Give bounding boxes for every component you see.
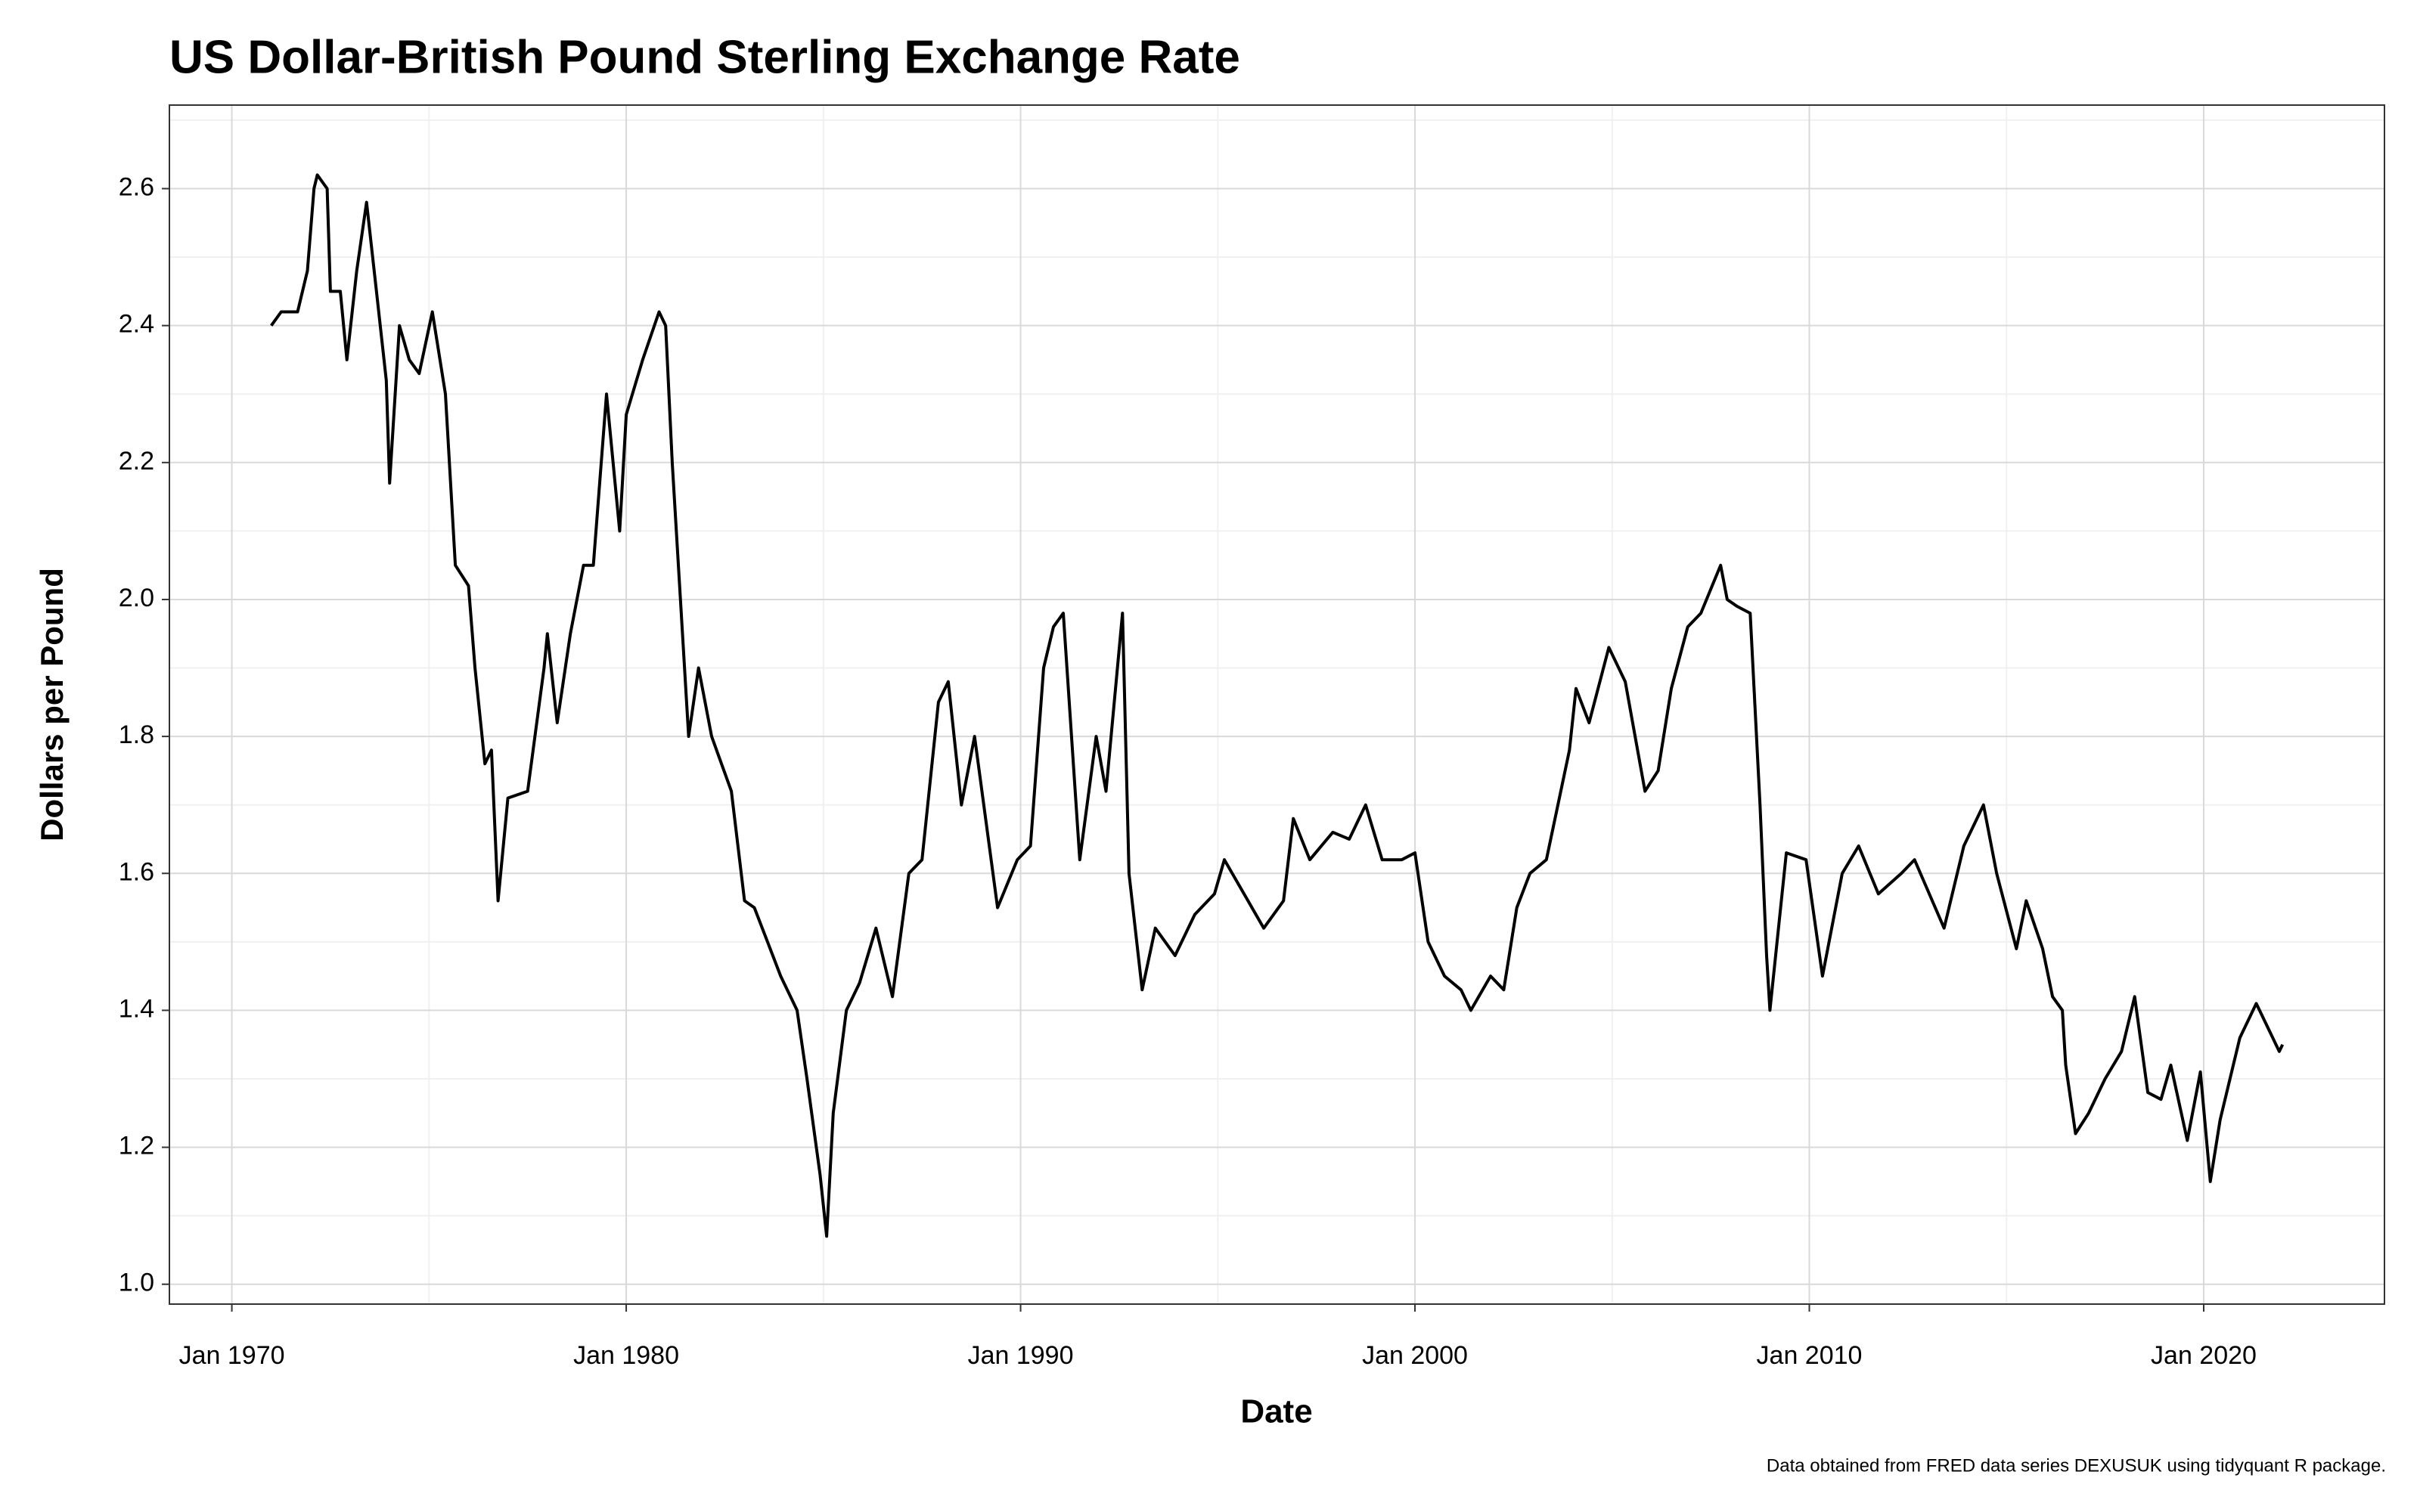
y-tick-label: 1.8 [119,720,154,749]
y-tick-label: 1.2 [119,1132,154,1160]
x-tick-label: Jan 1990 [968,1341,1074,1370]
x-axis-title: Date [1240,1393,1312,1430]
panel-border [169,104,2385,1305]
y-tick-label: 2.2 [119,447,154,476]
line [270,173,2285,1238]
y-tick-label: 2.4 [119,310,154,339]
y-tick-label: 2.6 [119,172,154,201]
chart-title: US Dollar-British Pound Sterling Exchang… [169,31,1240,83]
y-tick-label: 1.6 [119,857,154,886]
caption: Data obtained from FRED data series DEXU… [1767,1455,2386,1476]
y-tick-label: 2.0 [119,584,154,612]
x-tick-label: Jan 2010 [1757,1341,1863,1370]
x-tick-label: Jan 1980 [573,1341,679,1370]
y-axis-title: Dollars per Pound [34,568,70,841]
x-tick-label: Jan 1970 [179,1341,285,1370]
x-tick-label: Jan 2000 [1362,1341,1468,1370]
y-tick-label: 1.4 [119,994,154,1023]
y-tick-label: 1.0 [119,1269,154,1297]
x-tick-label: Jan 2020 [2151,1341,2257,1370]
